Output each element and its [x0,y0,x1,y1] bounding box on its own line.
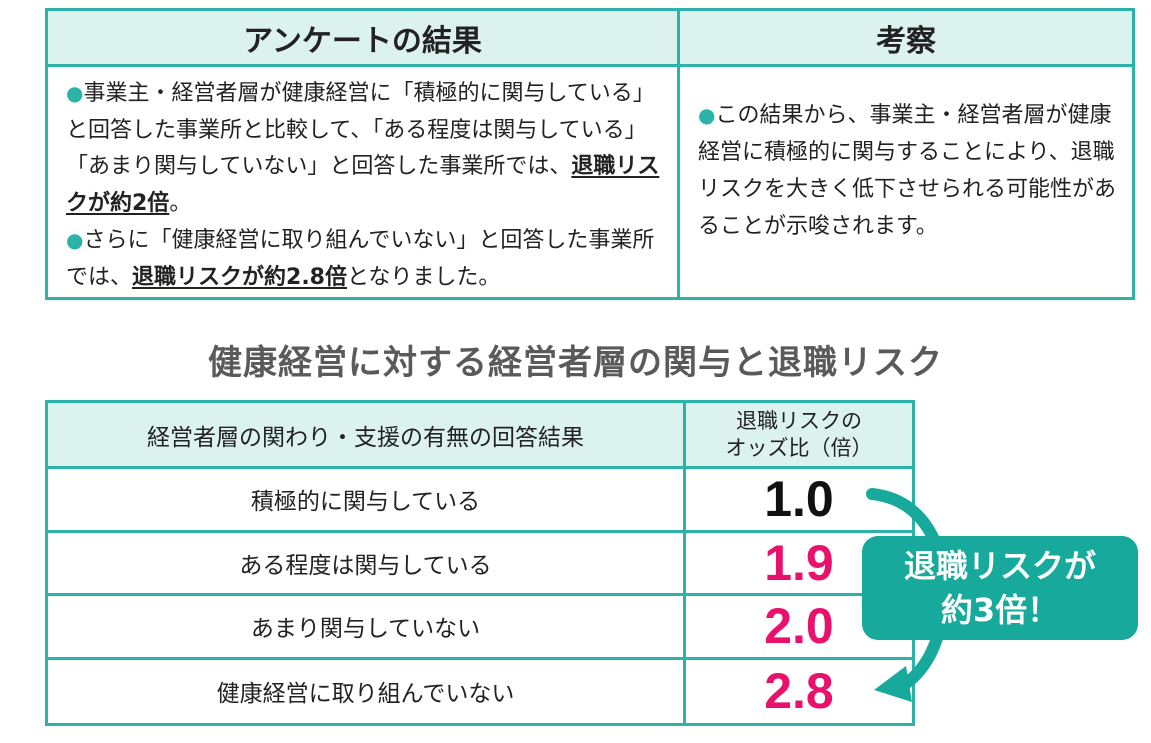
table-row-value: 1.9 [686,533,912,596]
results-p1-tail: 。 [169,190,192,216]
table-title: 健康経営に対する経営者層の関与と退職リスク [208,343,943,383]
results-p1-emphasis: 退職リスクが約2倍 [66,154,660,216]
results-p2-lead: さらに「健康経営に取り組んでいない」と回答した事業所では、 [66,228,655,290]
table-row-value: 1.0 [686,469,912,533]
survey-header-results: アンケートの結果 [48,11,680,67]
bullet-icon: ● [66,81,84,105]
risk-header-odds-line1: 退職リスクの [736,408,862,433]
survey-table: アンケートの結果 考察 ●事業主・経営者層が健康経営に「積極的に関与している」 … [45,8,1135,300]
results-p2-emphasis: 退職リスクが約2.8倍 [132,264,347,290]
risk-callout: 退職リスクが 約3倍！ [862,536,1138,640]
survey-results-cell: ●事業主・経営者層が健康経営に「積極的に関与している」 と回答した事業所と比較し… [48,67,680,297]
survey-header-discussion: 考察 [680,11,1132,67]
results-p2-tail: となりました。 [347,264,501,290]
callout-line1: 退職リスクが [903,547,1096,585]
risk-header-odds-line2: オッズ比（倍） [725,435,873,460]
discussion-text: この結果から、事業主・経営者層が健康経営に積極的に関与することにより、退職リスク… [698,103,1117,239]
risk-table: 経営者層の関わり・支援の有無の回答結果 退職リスクの オッズ比（倍） 積極的に関… [45,400,915,726]
callout-line2: 約3倍！ [940,591,1060,629]
results-p1-lead: 事業主・経営者層が健康経営に「積極的に関与している」 と回答した事業所と比較して… [66,81,655,179]
table-row-value: 2.0 [686,596,912,660]
risk-header-odds: 退職リスクの オッズ比（倍） [686,403,912,469]
table-row-label: 積極的に関与している [48,469,686,533]
table-row-label: ある程度は関与している [48,532,686,596]
table-row-label: あまり関与していない [48,596,686,660]
risk-header-category: 経営者層の関わり・支援の有無の回答結果 [48,403,686,469]
table-row-label: 健康経営に取り組んでいない [48,659,686,723]
bullet-icon: ● [66,228,84,252]
table-row-value: 2.8 [764,663,834,720]
survey-discussion-cell: ●この結果から、事業主・経営者層が健康経営に積極的に関与することにより、退職リス… [680,67,1132,297]
bullet-icon: ● [698,103,716,127]
